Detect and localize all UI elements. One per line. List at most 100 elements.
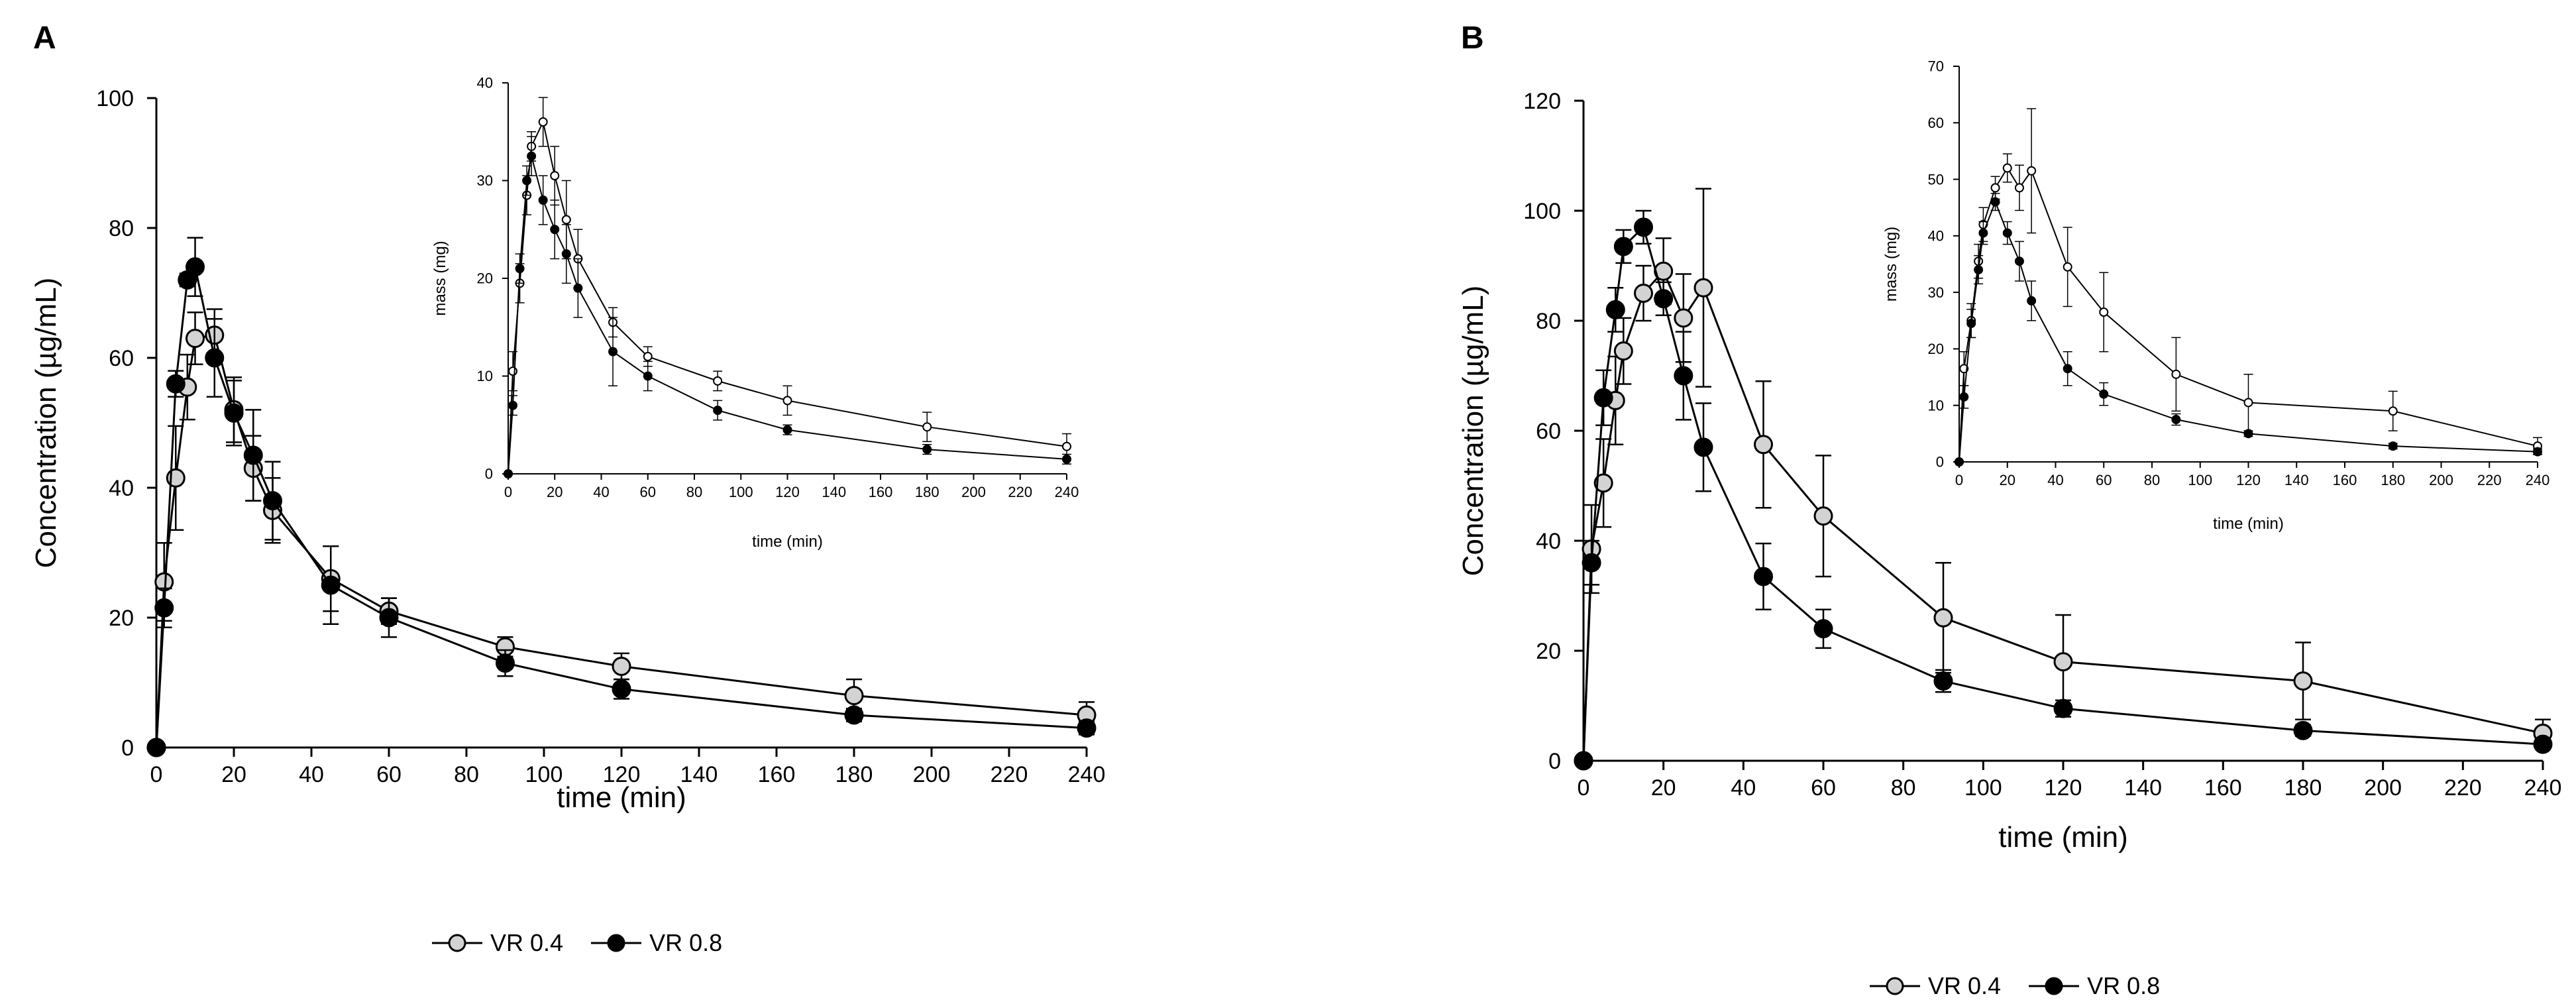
x-tick-label: 80 [686,484,702,500]
data-point-vr04 [643,352,653,361]
data-point-vr08 [146,738,166,757]
data-point-vr04 [186,329,205,349]
data-point-vr04 [782,396,792,406]
x-tick-label: 140 [2124,775,2162,801]
x-tick-label: 40 [593,484,609,500]
y-tick-label: 30 [477,172,493,189]
x-tick-label: 240 [2526,472,2550,488]
y-tick-label: 10 [1928,397,1944,414]
data-point-vr08 [1959,392,1969,402]
data-point-vr04 [2293,671,2313,691]
data-point-vr08 [2243,429,2253,439]
x-tick-label: 40 [1731,775,1756,801]
legend-a: VR 0.4 VR 0.8 [431,929,749,957]
data-point-vr08 [561,249,571,259]
data-point-vr08 [515,264,525,274]
y-tick-label: 100 [1523,199,1561,224]
data-point-vr04 [2243,398,2253,408]
data-point-vr08 [922,445,932,455]
data-point-vr08 [538,195,548,205]
x-tick-label: 220 [2444,775,2482,801]
x-tick-label: 240 [2524,775,2562,801]
legend-b: VR 0.4 VR 0.8 [1868,972,2186,1000]
x-tick-label: 80 [454,762,479,787]
x-tick-label: 20 [2000,472,2015,488]
x-tick-label: 40 [2047,472,2063,488]
y-tick-label: 40 [1928,228,1944,245]
data-point-vr04 [2099,307,2109,317]
x-axis-label: time (min) [752,533,823,551]
data-point-vr08 [2002,228,2012,238]
data-point-vr08 [1593,388,1613,408]
data-point-vr08 [1955,457,1964,467]
legend-item-vr08: VR 0.8 [590,929,722,957]
data-point-vr08 [2171,415,2181,425]
data-point-vr08 [263,491,282,511]
x-tick-label: 200 [2429,472,2453,488]
y-tick-label: 40 [109,476,134,501]
data-point-vr04 [922,422,932,432]
x-tick-label: 240 [1068,762,1106,787]
x-tick-label: 40 [299,762,324,787]
data-point-vr08 [1582,553,1601,573]
data-point-vr04 [2027,166,2037,176]
y-tick-label: 20 [1928,341,1944,357]
x-tick-label: 140 [2284,472,2309,488]
x-tick-label: 220 [991,762,1028,787]
y-tick-label: 100 [96,86,134,111]
legend-item-vr08: VR 0.8 [2027,972,2160,1000]
data-point-vr04 [1933,608,1953,628]
x-tick-label: 100 [2188,472,2212,488]
data-point-vr08 [1933,671,1953,691]
data-point-vr08 [612,679,631,699]
data-point-vr08 [527,151,537,161]
data-point-vr08 [1754,567,1773,586]
data-point-vr08 [2099,389,2109,399]
x-tick-label: 100 [1964,775,2002,801]
data-point-vr04 [2014,183,2024,193]
data-point-vr08 [2388,441,2398,451]
y-tick-label: 60 [109,346,134,371]
x-tick-label: 80 [1891,775,1916,801]
data-point-vr04 [1754,435,1773,455]
x-axis-label: time (min) [1998,821,2128,854]
main-chart-b: 0 20 40 60 80 100 120 140 160 180 200 220 2400204060… [1457,89,2561,854]
data-point-vr08 [2293,720,2313,740]
data-point-vr08 [844,705,864,725]
data-point-vr08 [2533,734,2553,754]
data-point-vr08 [1990,197,2000,207]
series-line-vr04 [508,119,1067,474]
y-tick-label: 80 [1536,309,1561,334]
x-tick-label: 60 [2096,472,2112,488]
data-point-vr08 [166,374,186,394]
panel-label-b: B [1461,21,1484,56]
y-tick-label: 0 [1548,749,1561,774]
data-point-vr08 [224,403,244,423]
data-point-vr04 [1634,284,1653,303]
x-tick-label: 200 [961,484,986,500]
data-point-vr04 [508,366,518,376]
y-tick-label: 120 [1523,89,1561,114]
x-tick-label: 60 [1811,775,1836,801]
x-tick-label: 220 [1008,484,1032,500]
data-point-vr08 [1077,718,1097,738]
y-tick-label: 60 [1928,115,1944,131]
data-point-vr08 [2533,447,2542,457]
x-axis-label: time (min) [557,781,686,814]
x-tick-label: 80 [2144,472,2160,488]
legend-item-vr04: VR 0.4 [431,929,563,957]
data-point-vr04 [844,686,864,706]
x-tick-label: 0 [504,484,512,500]
data-point-vr04 [1693,278,1713,298]
y-tick-label: 80 [109,216,134,241]
legend-filled-marker [2029,977,2080,995]
data-point-vr08 [2014,256,2024,266]
x-tick-label: 120 [2045,775,2082,801]
x-tick-label: 120 [2236,472,2261,488]
data-point-vr04 [550,171,560,181]
y-tick-label: 0 [485,466,493,482]
data-point-vr04 [2053,652,2073,672]
y-tick-label: 20 [1536,639,1561,664]
data-point-vr08 [154,598,174,618]
panel-label-a: A [33,21,56,56]
